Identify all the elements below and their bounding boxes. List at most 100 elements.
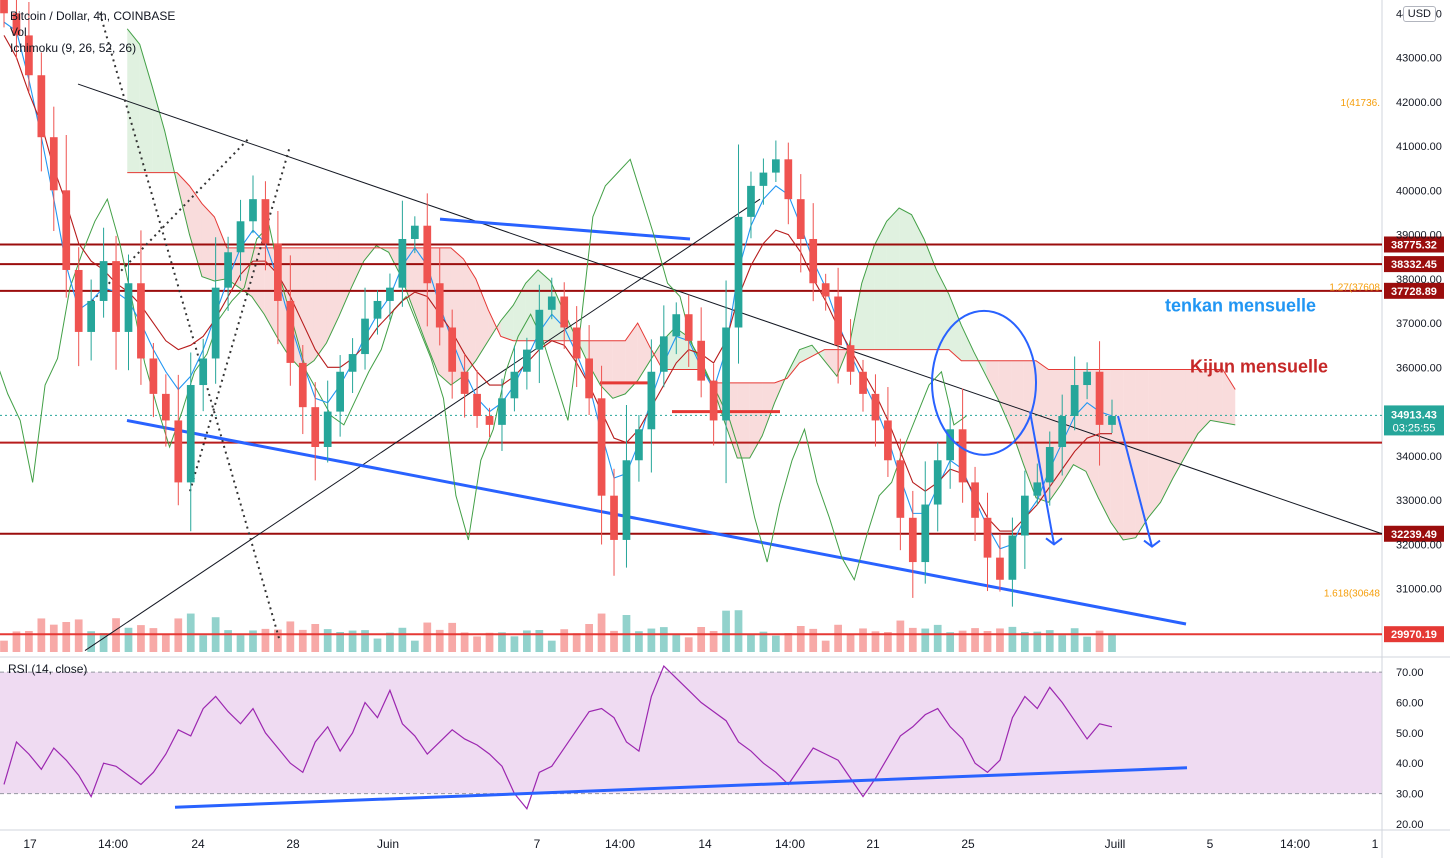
price-candle[interactable] xyxy=(983,492,992,592)
price-candle[interactable] xyxy=(161,374,170,447)
price-candle[interactable] xyxy=(12,0,21,60)
price-candle[interactable] xyxy=(261,181,270,271)
price-candle[interactable] xyxy=(635,415,643,482)
descending-trend-line[interactable] xyxy=(77,83,1383,535)
price-candle[interactable] xyxy=(610,468,618,576)
price-candle[interactable] xyxy=(908,490,917,598)
price-candle[interactable] xyxy=(386,273,394,320)
price-candle[interactable] xyxy=(784,142,793,225)
price-candle[interactable] xyxy=(1033,463,1042,506)
price-candle[interactable] xyxy=(1070,356,1079,431)
price-candle[interactable] xyxy=(87,279,96,361)
price-candle[interactable] xyxy=(572,306,581,388)
price-candle[interactable] xyxy=(547,277,556,320)
ascending-trend-line[interactable] xyxy=(84,198,761,651)
price-candle[interactable] xyxy=(74,247,83,367)
price-candle[interactable] xyxy=(0,0,8,28)
price-candle[interactable] xyxy=(37,52,46,172)
price-candle[interactable] xyxy=(112,235,120,370)
price-candle[interactable] xyxy=(796,174,805,273)
price-candle[interactable] xyxy=(772,140,780,183)
price-candle[interactable] xyxy=(597,365,606,545)
price-candle[interactable] xyxy=(373,290,382,335)
upper-channel-line[interactable] xyxy=(439,217,691,241)
price-candle[interactable] xyxy=(684,294,693,367)
price-candle[interactable] xyxy=(460,353,469,418)
price-candle[interactable] xyxy=(971,466,979,542)
price-candle[interactable] xyxy=(747,171,755,239)
price-candle[interactable] xyxy=(498,378,506,451)
price-candle[interactable] xyxy=(884,387,892,477)
price-candle[interactable] xyxy=(535,284,544,384)
symbol-title[interactable]: Bitcoin / Dollar, 4h, COINBASE xyxy=(10,9,176,23)
price-candle[interactable] xyxy=(1020,470,1029,569)
price-candle[interactable] xyxy=(523,337,531,390)
highlight-ellipse[interactable] xyxy=(931,309,1037,456)
projection-arrow[interactable] xyxy=(1029,411,1055,545)
price-candle[interactable] xyxy=(921,461,930,584)
price-candle[interactable] xyxy=(834,267,842,384)
price-candle[interactable] xyxy=(137,230,145,385)
price-candle[interactable] xyxy=(585,325,593,416)
price-candle[interactable] xyxy=(659,305,668,388)
price-candle[interactable] xyxy=(224,236,232,311)
price-candle[interactable] xyxy=(510,345,519,412)
price-candle[interactable] xyxy=(1008,517,1017,607)
price-candle[interactable] xyxy=(697,307,706,398)
price-candle[interactable] xyxy=(423,193,432,327)
price-candle[interactable] xyxy=(672,302,681,355)
ichimoku-legend[interactable]: Ichimoku (9, 26, 52, 26) xyxy=(10,41,137,55)
price-candle[interactable] xyxy=(759,158,768,205)
price-candle[interactable] xyxy=(323,380,332,463)
volume-legend[interactable]: Vol xyxy=(10,25,27,39)
price-candle[interactable] xyxy=(647,339,656,473)
price-candle[interactable] xyxy=(186,352,195,532)
price-candle[interactable] xyxy=(821,273,830,311)
price-candle[interactable] xyxy=(722,280,730,484)
price-candle[interactable] xyxy=(398,200,407,307)
price-candle[interactable] xyxy=(99,227,108,318)
price-candle[interactable] xyxy=(560,282,569,349)
price-candle[interactable] xyxy=(298,344,307,435)
price-candle[interactable] xyxy=(871,374,880,447)
price-candle[interactable] xyxy=(958,388,967,503)
price-candle[interactable] xyxy=(1058,394,1067,476)
price-candle[interactable] xyxy=(448,309,457,399)
price-candle[interactable] xyxy=(62,134,71,298)
price-candle[interactable] xyxy=(348,338,357,393)
price-candle[interactable] xyxy=(622,404,631,568)
dotted-line[interactable] xyxy=(99,13,281,642)
rsi-trend-line[interactable] xyxy=(174,766,1188,809)
price-candle[interactable] xyxy=(49,106,58,232)
price-candle[interactable] xyxy=(361,287,369,370)
price-candle[interactable] xyxy=(311,382,320,481)
price-candle[interactable] xyxy=(25,1,33,92)
price-candle[interactable] xyxy=(410,216,419,254)
price-candle[interactable] xyxy=(274,211,282,345)
price-candle[interactable] xyxy=(709,363,718,446)
currency-badge[interactable]: USD xyxy=(1402,6,1436,22)
price-candle[interactable] xyxy=(211,237,220,384)
price-candle[interactable] xyxy=(1083,362,1091,400)
price-candle[interactable] xyxy=(946,407,955,489)
price-candle[interactable] xyxy=(1108,399,1116,434)
price-candle[interactable] xyxy=(435,247,444,346)
price-candle[interactable] xyxy=(336,355,344,437)
lower-wedge-line[interactable] xyxy=(126,418,1187,626)
price-candle[interactable] xyxy=(859,359,867,412)
price-candle[interactable] xyxy=(1045,431,1054,506)
price-candle[interactable] xyxy=(249,175,257,234)
price-candle[interactable] xyxy=(846,319,855,385)
price-candle[interactable] xyxy=(809,203,818,302)
price-candle[interactable] xyxy=(996,533,1004,592)
price-candle[interactable] xyxy=(124,254,133,371)
price-candle[interactable] xyxy=(149,342,158,418)
price-candle[interactable] xyxy=(933,442,942,532)
price-candle[interactable] xyxy=(473,370,481,428)
price-candle[interactable] xyxy=(734,144,743,364)
price-candle[interactable] xyxy=(199,338,208,412)
price-candle[interactable] xyxy=(896,438,905,551)
price-candle[interactable] xyxy=(174,374,183,506)
